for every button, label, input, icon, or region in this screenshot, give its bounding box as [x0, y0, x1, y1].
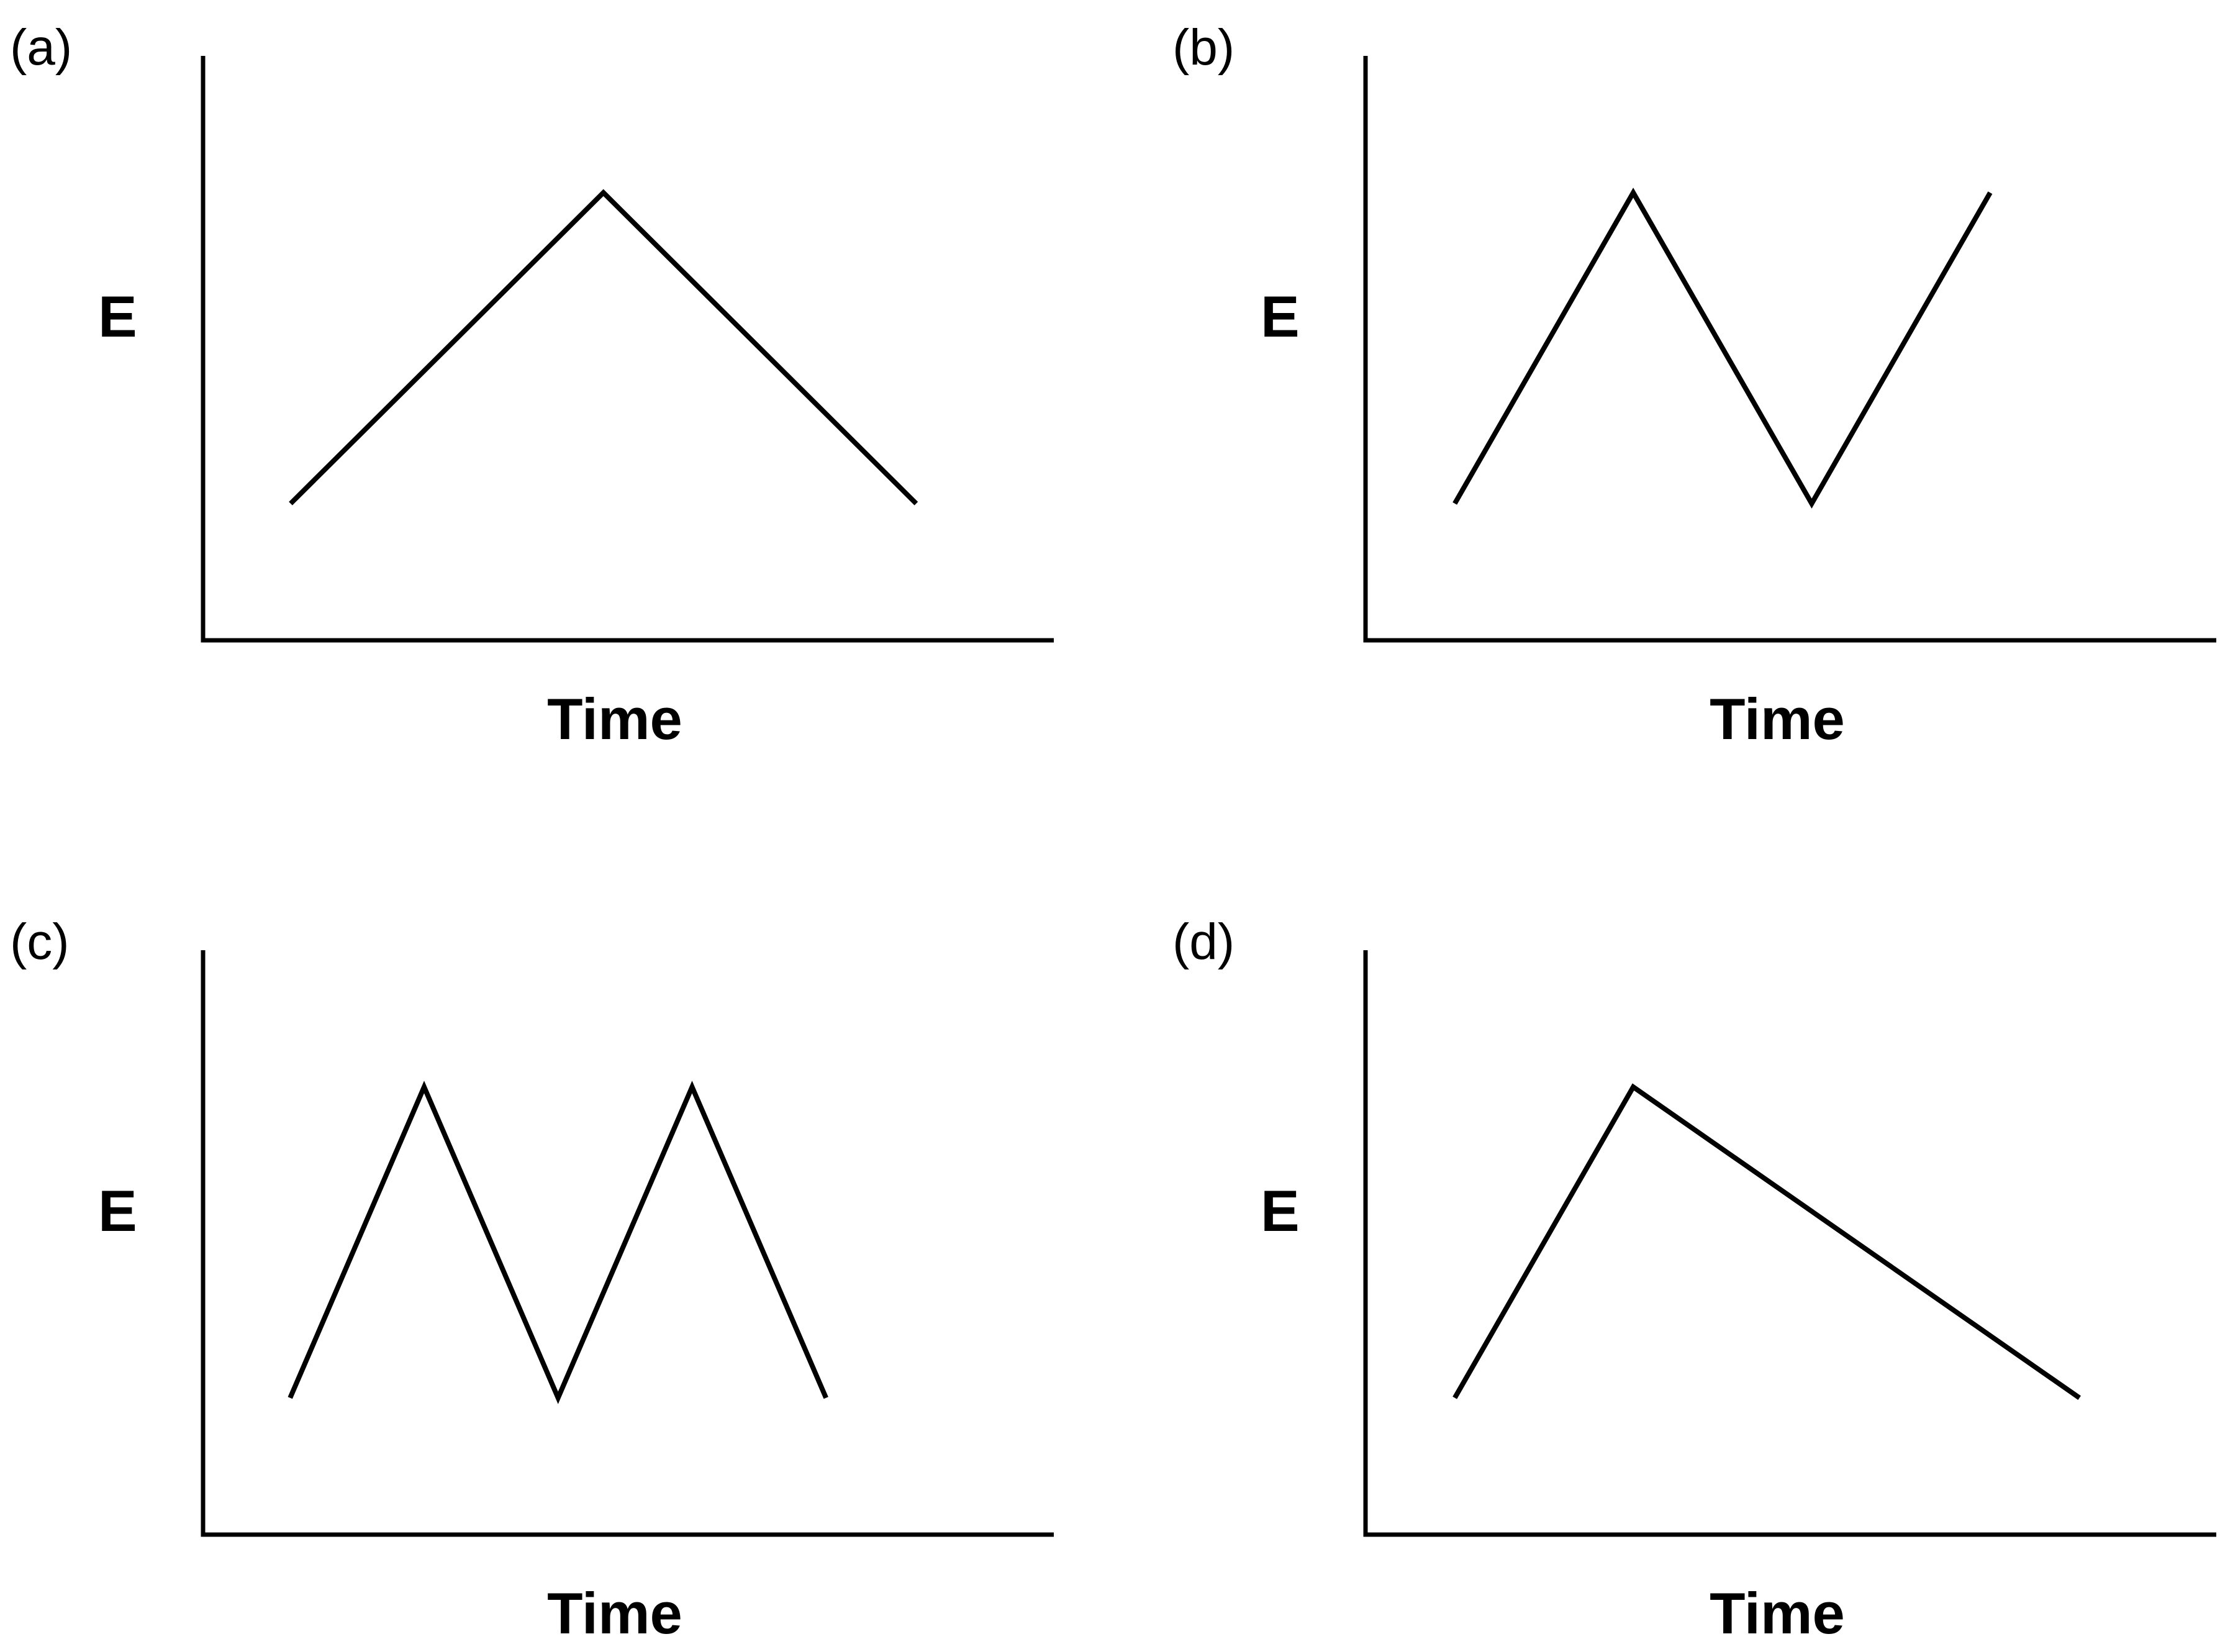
x-axis-label: Time — [1710, 1581, 1845, 1646]
panel-label: (b) — [1172, 19, 1235, 76]
y-axis-label: E — [98, 284, 137, 349]
axes-frame — [201, 950, 1054, 1537]
series-line — [1452, 1083, 2081, 1400]
axes-frame — [1363, 56, 2216, 643]
y-axis-label: E — [1261, 1178, 1300, 1243]
panel-d: (d) E Time — [1172, 914, 2216, 1646]
axes-frame — [1363, 950, 2216, 1537]
y-axis-label: E — [1261, 284, 1300, 349]
panel-label: (c) — [10, 914, 70, 970]
y-axis-label: E — [98, 1178, 137, 1243]
x-axis-label: Time — [547, 1581, 682, 1646]
panel-c: (c) E Time — [10, 914, 1054, 1646]
series-line — [288, 1081, 828, 1404]
x-axis-label: Time — [547, 686, 682, 751]
panel-label: (d) — [1172, 914, 1235, 970]
x-axis-label: Time — [1710, 686, 1845, 751]
series-line — [1452, 188, 1993, 509]
panel-label: (a) — [10, 19, 72, 76]
axes-frame — [201, 56, 1054, 643]
panel-a: (a) E Time — [10, 19, 1054, 751]
series-line — [289, 189, 918, 506]
panel-b: (b) E Time — [1172, 19, 2216, 751]
